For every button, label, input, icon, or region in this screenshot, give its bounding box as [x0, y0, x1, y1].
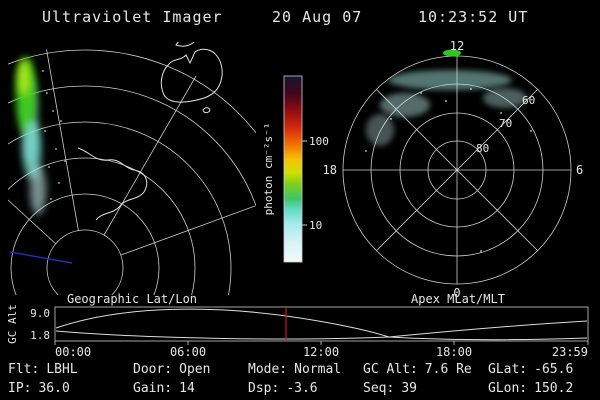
timeline-frame [54, 306, 589, 342]
timeline-axis-label: GC Alt [6, 304, 19, 344]
mlat-label-80: 80 [476, 142, 489, 155]
mlt-label-18: 18 [323, 163, 337, 177]
status-seq: Seq: 39 [363, 381, 417, 396]
colorbar-tick-label-100: 100 [309, 135, 329, 148]
status-dsp: Dsp: -3.6 [248, 381, 318, 396]
xtick-2359: 23:59 [552, 345, 588, 359]
mlt-spokes [343, 56, 571, 284]
auroral-emission-geo [16, 57, 66, 215]
latitude-grid [8, 49, 256, 295]
mlat-label-60: 60 [522, 94, 535, 107]
status-door: Door: Open [133, 362, 211, 377]
left-panel-caption: Geographic Lat/Lon [67, 292, 197, 306]
coastline-australia [160, 48, 223, 103]
coastline-antarctica [77, 147, 148, 221]
mlat-label-70: 70 [499, 117, 512, 130]
status-gain: Gain: 14 [133, 381, 195, 396]
status-glon: GLon: 150.2 [488, 381, 574, 396]
mlt-label-0: 0 [453, 286, 460, 300]
timeline-ymin: 1.8 [30, 329, 50, 342]
timeline-ticks [54, 341, 589, 345]
terminator-line [9, 251, 73, 264]
date-display: 20 Aug 07 [272, 8, 363, 26]
xtick-1800: 18:00 [436, 345, 472, 359]
meridian-lines [8, 49, 256, 256]
status-mode: Mode: Normal [248, 362, 342, 377]
colorbar-gradient [283, 75, 303, 263]
altitude-curve-upper [55, 308, 588, 338]
timeline-ymax: 9.0 [30, 307, 50, 320]
geographic-map-panel [8, 42, 256, 295]
xtick-1200: 12:00 [303, 345, 339, 359]
status-glat: GLat: -65.6 [488, 362, 574, 377]
coastline-newguinea [175, 42, 195, 47]
colorbar-tick-label-10: 10 [309, 219, 322, 232]
status-gcalt: GC Alt: 7.6 Re [363, 362, 472, 377]
auroral-bright-patch [443, 49, 461, 57]
polar-plot: 12 0 18 6 60 70 80 [323, 39, 584, 300]
altitude-curve-lower [55, 330, 588, 341]
mlt-label-12: 12 [450, 39, 464, 53]
colorbar: 100 10 photon cm⁻²s⁻¹ [262, 75, 329, 263]
colorbar-units-label: photon cm⁻²s⁻¹ [262, 123, 275, 216]
altitude-timeline: GC Alt 9.0 1.8 00:00 06:00 12:00 18:00 2… [6, 304, 589, 359]
app-title: Ultraviolet Imager [42, 8, 223, 26]
xtick-0600: 06:00 [170, 345, 206, 359]
coastlines [77, 42, 223, 221]
right-panel-caption: Apex MLat/MLT [411, 292, 505, 306]
mlt-label-6: 6 [576, 163, 583, 177]
status-ip: IP: 36.0 [8, 381, 70, 396]
xtick-0000: 00:00 [55, 345, 91, 359]
time-display: 10:23:52 UT [418, 8, 529, 26]
status-flt: Flt: LBHL [8, 362, 78, 377]
coastline-tasmania [202, 107, 211, 114]
auroral-emission-polar [365, 70, 532, 252]
